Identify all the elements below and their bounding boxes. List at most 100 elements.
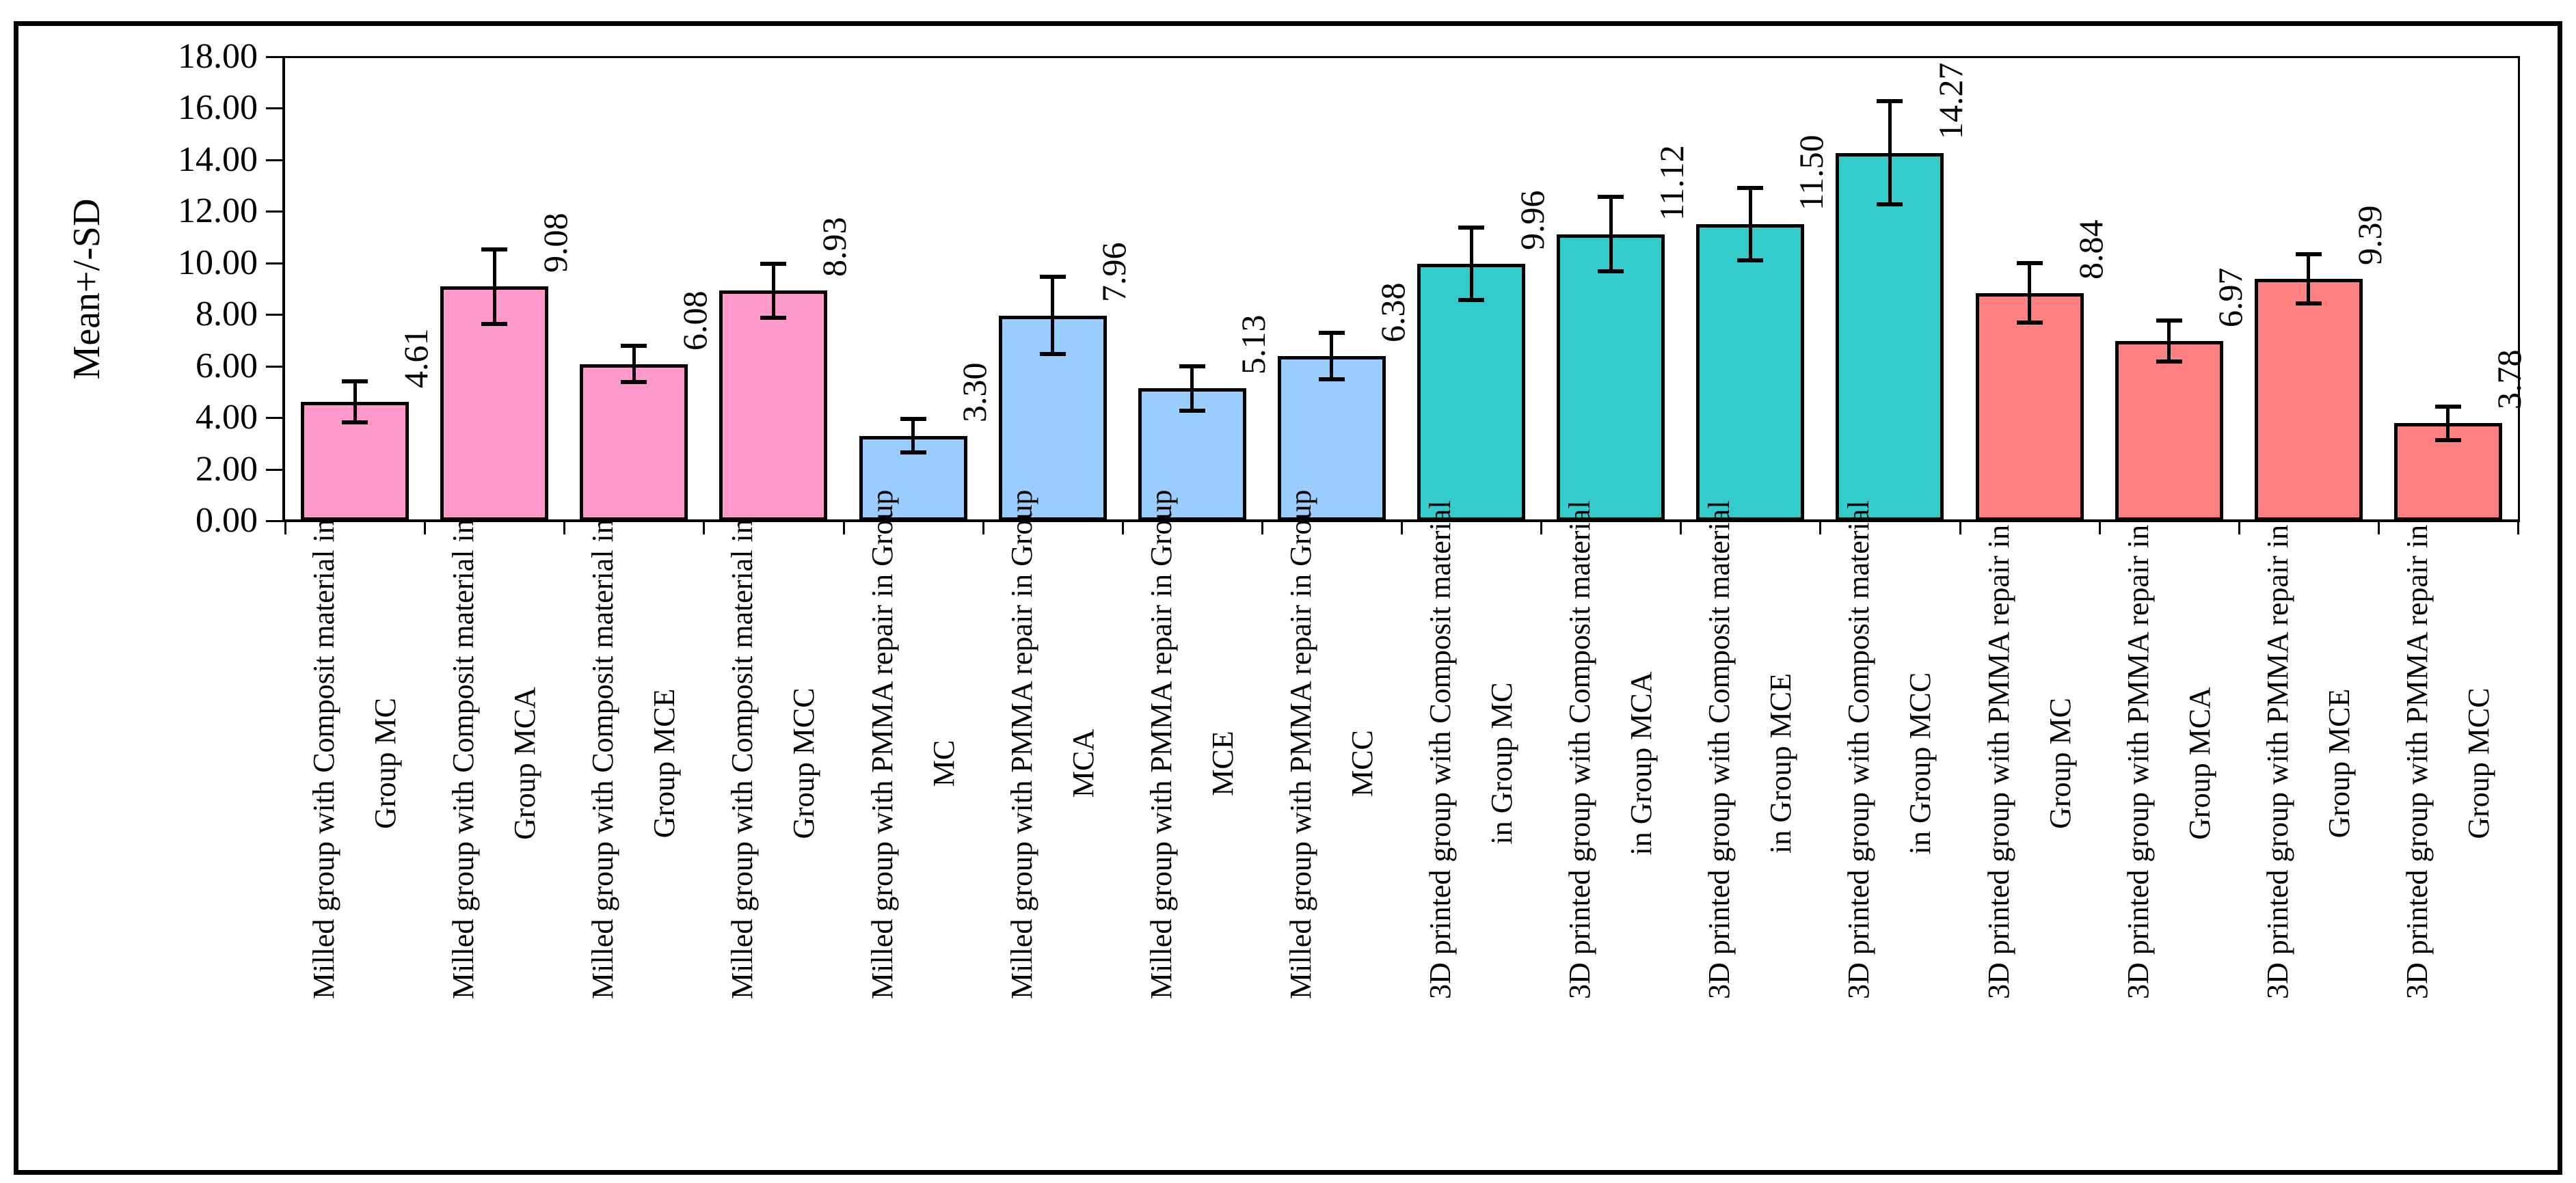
bar: [1417, 264, 1526, 521]
bar: [1975, 293, 2084, 521]
x-tick-mark: [1401, 521, 1403, 534]
error-bar-line: [492, 249, 496, 325]
x-axis-category-label-line: MCA: [1066, 729, 1100, 798]
x-tick-mark: [2238, 521, 2240, 534]
x-tick-mark: [703, 521, 706, 534]
y-tick-label: 8.00: [196, 295, 258, 334]
bar-value-label: 3.30: [954, 362, 993, 422]
x-axis-category-label: 3D printed group with PMMA repair in Grou…: [1960, 524, 2099, 999]
bar-value-label: 5.13: [1233, 314, 1272, 375]
error-bar-cap-bottom: [900, 450, 926, 455]
error-bar-line: [1330, 333, 1334, 380]
error-bar-cap-bottom: [1737, 258, 1764, 262]
x-axis-category-label-line: 3D printed group with Composit material: [1563, 500, 1597, 999]
error-bar-cap-bottom: [1877, 202, 1903, 207]
x-tick-mark: [2377, 521, 2380, 534]
x-axis-category-label: 3D printed group with PMMA repair in Grou…: [2239, 524, 2378, 999]
bar-value-label: 9.39: [2350, 205, 2389, 265]
error-bar-line: [2028, 263, 2032, 323]
x-axis-category-label-line: Milled group with PMMA repair in Group: [865, 489, 899, 999]
bar-value-label: 6.97: [2210, 267, 2249, 328]
y-tick-label: 0.00: [196, 501, 258, 540]
error-bar-cap-top: [1598, 194, 1624, 199]
error-bar-cap-top: [1318, 331, 1345, 336]
x-tick-mark: [2098, 521, 2101, 534]
bar-value-label: 3.78: [2489, 349, 2528, 410]
x-tick-mark: [1261, 521, 1263, 534]
error-bar-cap-bottom: [342, 420, 368, 425]
error-bar-line: [1469, 228, 1473, 301]
y-tick-label: 18.00: [178, 37, 258, 76]
x-axis-category-label-line: in Group MCC: [1903, 672, 1937, 855]
x-tick-mark: [424, 521, 427, 534]
bar: [1277, 356, 1386, 521]
x-axis-category-label-line: Milled group with Composit material in: [725, 519, 760, 999]
x-axis-category-label: 3D printed group with Composit material i…: [1401, 500, 1541, 999]
x-axis-category-label-line: Milled group with Composit material in: [446, 519, 481, 999]
error-bar-cap-bottom: [481, 322, 508, 327]
error-bar-cap-top: [481, 247, 508, 251]
x-axis-category-label-line: Milled group with PMMA repair in Group: [1283, 489, 1317, 999]
error-bar-line: [771, 263, 775, 318]
y-tick-mark: [266, 417, 282, 420]
bar-value-label: 14.27: [1931, 62, 1970, 139]
x-axis-category-label-line: in Group MCE: [1764, 673, 1798, 854]
x-axis-category-label: 3D printed group with Composit material i…: [1680, 500, 1820, 999]
x-axis-category-label: Milled group with Composit material in Gr…: [703, 519, 843, 999]
x-axis-category-label-line: 3D printed group with PMMA repair in: [1981, 524, 2015, 999]
x-axis-category-label-line: Group MCC: [2461, 688, 2495, 839]
error-bar-line: [1888, 101, 1892, 205]
error-bar-line: [2307, 254, 2311, 303]
bar: [1836, 152, 1944, 521]
plot-right-border: [2518, 56, 2520, 522]
x-axis-category-label-line: 3D printed group with Composit material: [1423, 500, 1458, 999]
bar: [719, 290, 828, 521]
x-axis-category-label-line: Group MCA: [508, 687, 542, 840]
x-axis-category-label-line: Group MCC: [787, 688, 821, 839]
x-tick-mark: [982, 521, 984, 534]
x-axis-category-label: Milled group with Composit material in Gr…: [425, 519, 564, 999]
error-bar-line: [1748, 188, 1752, 260]
x-tick-mark: [1680, 521, 1682, 534]
plot-top-border: [282, 56, 2520, 58]
y-tick-mark: [266, 159, 282, 161]
bar-value-label: 4.61: [397, 328, 435, 389]
bar: [1557, 234, 1665, 521]
x-axis-category-label-line: Group MCE: [647, 688, 682, 839]
bar: [2115, 341, 2223, 521]
bar: [2254, 278, 2363, 521]
bar-value-label: 11.50: [1792, 135, 1831, 211]
error-bar-cap-top: [621, 344, 647, 349]
bar-value-label: 9.96: [1513, 190, 1552, 251]
x-tick-mark: [2517, 521, 2519, 534]
error-bar-line: [2446, 406, 2450, 440]
error-bar-line: [1609, 196, 1613, 272]
x-axis-category-label-line: 3D printed group with PMMA repair in: [2260, 524, 2294, 999]
bar-value-label: 9.08: [536, 213, 575, 273]
y-axis-line: [282, 56, 285, 522]
error-bar-line: [1051, 277, 1055, 355]
y-tick-label: 14.00: [178, 139, 258, 179]
error-bar-cap-bottom: [621, 380, 647, 385]
x-axis-category-label-line: Milled group with Composit material in: [586, 519, 620, 999]
error-bar-cap-top: [342, 379, 368, 383]
error-bar-cap-bottom: [2156, 359, 2182, 364]
x-tick-mark: [1121, 521, 1124, 534]
error-bar-cap-top: [2295, 251, 2322, 256]
y-tick-label: 4.00: [196, 398, 258, 437]
error-bar-line: [632, 346, 636, 383]
error-bar-cap-top: [2016, 261, 2043, 266]
error-bar-cap-top: [1458, 226, 1485, 230]
x-axis-category-label-line: 3D printed group with PMMA repair in: [2400, 524, 2434, 999]
error-bar-cap-top: [760, 261, 787, 266]
x-axis-category-label: Milled group with PMMA repair in Group MC…: [1262, 489, 1401, 999]
x-axis-category-label: Milled group with Composit material in Gr…: [564, 519, 703, 999]
error-bar-line: [1190, 366, 1194, 411]
x-axis-category-label-line: MC: [926, 739, 961, 787]
x-tick-mark: [1540, 521, 1543, 534]
y-tick-mark: [266, 107, 282, 110]
y-tick-label: 12.00: [178, 191, 258, 231]
error-bar-cap-bottom: [1458, 298, 1485, 303]
y-tick-label: 10.00: [178, 243, 258, 282]
